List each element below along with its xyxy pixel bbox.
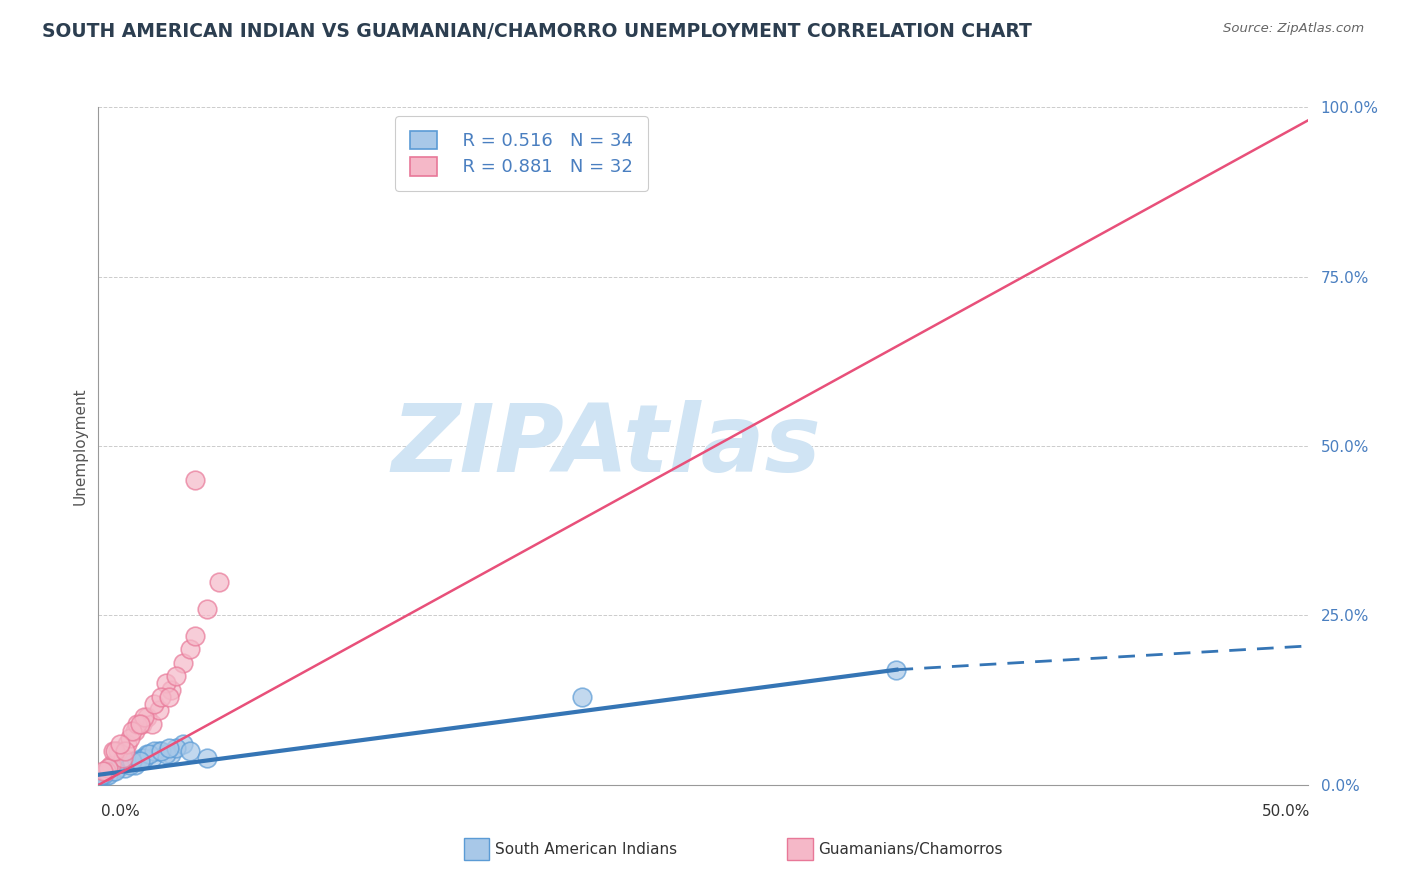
Text: South American Indians: South American Indians — [495, 842, 678, 856]
Point — [104, 744, 127, 758]
Point — [571, 690, 593, 704]
Point — [107, 761, 129, 775]
Point — [172, 656, 194, 670]
Point — [100, 757, 122, 772]
Text: 50.0%: 50.0% — [1263, 805, 1310, 819]
Point — [108, 757, 131, 772]
Point — [155, 676, 177, 690]
Point — [184, 473, 207, 487]
Text: SOUTH AMERICAN INDIAN VS GUAMANIAN/CHAMORRO UNEMPLOYMENT CORRELATION CHART: SOUTH AMERICAN INDIAN VS GUAMANIAN/CHAMO… — [42, 22, 1032, 41]
Point — [165, 669, 187, 683]
Point — [118, 731, 141, 745]
Point — [114, 761, 136, 775]
Point — [121, 754, 143, 768]
Point — [91, 764, 114, 779]
Point — [160, 747, 183, 762]
Point — [111, 751, 134, 765]
Point — [114, 744, 136, 758]
Point — [127, 754, 149, 768]
Point — [111, 757, 134, 772]
Point — [100, 764, 122, 779]
Point — [117, 754, 139, 768]
Point — [150, 744, 173, 758]
Point — [143, 697, 166, 711]
Point — [128, 754, 150, 768]
Point — [131, 751, 153, 765]
Point — [195, 751, 218, 765]
Text: ZIPAtlas: ZIPAtlas — [391, 400, 821, 492]
Point — [101, 744, 124, 758]
Point — [143, 744, 166, 758]
Point — [141, 717, 163, 731]
Point — [157, 690, 180, 704]
Point — [101, 764, 124, 779]
Point — [155, 747, 177, 762]
Point — [94, 764, 117, 779]
Point — [138, 747, 160, 762]
Point — [208, 574, 231, 589]
Point — [107, 744, 129, 758]
Text: Source: ZipAtlas.com: Source: ZipAtlas.com — [1223, 22, 1364, 36]
Point — [134, 751, 156, 765]
Point — [148, 744, 170, 758]
Point — [104, 764, 127, 779]
Point — [141, 751, 163, 765]
Y-axis label: Unemployment: Unemployment — [72, 387, 87, 505]
Point — [148, 703, 170, 717]
Point — [94, 768, 117, 782]
Point — [135, 747, 157, 762]
Point — [886, 663, 908, 677]
Point — [97, 768, 120, 782]
Text: 0.0%: 0.0% — [101, 805, 141, 819]
Point — [90, 768, 112, 782]
Point — [179, 744, 201, 758]
Text: Guamanians/Chamorros: Guamanians/Chamorros — [818, 842, 1002, 856]
Point — [124, 723, 146, 738]
Point — [172, 737, 194, 751]
Point — [195, 601, 218, 615]
Point — [97, 761, 120, 775]
Point — [91, 768, 114, 782]
Point — [127, 717, 149, 731]
Point — [165, 740, 187, 755]
Point — [135, 710, 157, 724]
Legend:   R = 0.516   N = 34,   R = 0.881   N = 32: R = 0.516 N = 34, R = 0.881 N = 32 — [395, 116, 648, 191]
Point — [150, 690, 173, 704]
Point — [134, 710, 156, 724]
Point — [160, 683, 183, 698]
Point — [157, 740, 180, 755]
Point — [121, 723, 143, 738]
Point — [108, 737, 131, 751]
Point — [128, 717, 150, 731]
Point — [131, 717, 153, 731]
Point — [179, 642, 201, 657]
Point — [118, 757, 141, 772]
Point — [184, 629, 207, 643]
Point — [124, 757, 146, 772]
Point — [117, 737, 139, 751]
